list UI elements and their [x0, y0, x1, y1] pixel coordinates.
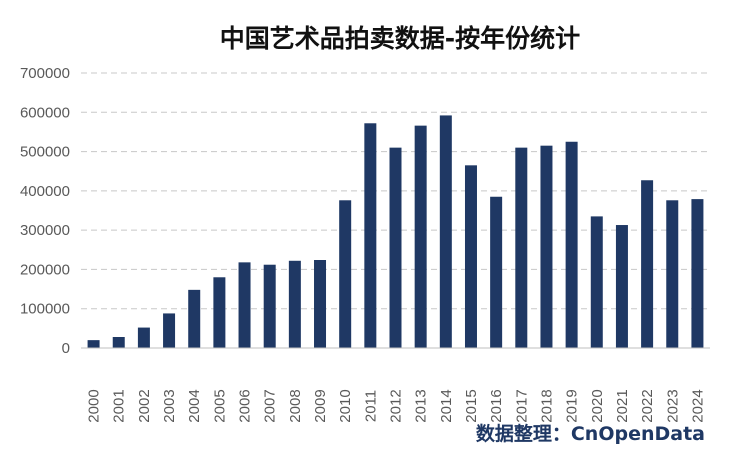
y-tick-label: 300000 [20, 222, 70, 239]
bar-2016 [490, 196, 503, 348]
x-tick-label: 2000 [86, 389, 103, 422]
bar-2024 [691, 199, 704, 348]
x-tick-label: 2013 [413, 389, 430, 422]
x-tick-label: 2020 [589, 389, 606, 422]
x-tick-label: 2011 [362, 390, 379, 422]
y-tick-label: 400000 [20, 183, 70, 200]
bar-2008 [288, 260, 301, 348]
x-axis-ticks: 2000 2001 2002 2003 2004 2005 2006 2007 2008 2009… [86, 389, 707, 422]
bar-2017 [515, 147, 528, 348]
x-tick-label: 2009 [312, 389, 329, 422]
bar-2007 [263, 264, 276, 348]
bar-2021 [615, 225, 628, 348]
bar-2013 [414, 125, 427, 349]
x-tick-label: 2004 [186, 389, 203, 422]
x-tick-label: 2021 [614, 389, 631, 422]
bar-2012 [389, 147, 402, 348]
x-tick-label: 2018 [538, 389, 555, 422]
bar-2000 [87, 340, 100, 348]
bar-2020 [590, 216, 603, 348]
y-tick-label: 500000 [20, 144, 70, 161]
bar-2018 [540, 145, 553, 348]
bar-2015 [464, 165, 477, 348]
x-tick-label: 2012 [388, 389, 405, 422]
x-tick-label: 2003 [161, 389, 178, 422]
bar-2009 [314, 260, 327, 348]
bar-2004 [188, 289, 201, 348]
bar-2002 [137, 327, 150, 348]
bar-2003 [163, 313, 176, 348]
bar-2022 [641, 180, 654, 348]
x-tick-label: 2002 [136, 389, 153, 422]
bar-2023 [666, 200, 679, 348]
y-tick-label: 0 [62, 340, 70, 357]
x-tick-label: 2008 [287, 389, 304, 422]
y-tick-label: 200000 [20, 261, 70, 278]
bar-2006 [238, 262, 251, 348]
x-tick-label: 2019 [564, 389, 581, 422]
source-note: 数据整理：CnOpenData [476, 422, 705, 445]
x-tick-label: 2023 [664, 389, 681, 422]
bar-2011 [364, 123, 377, 349]
x-tick-label: 2010 [337, 389, 354, 422]
x-tick-label: 2001 [111, 389, 128, 422]
y-tick-label: 600000 [20, 104, 70, 121]
bars [87, 115, 704, 349]
bar-2019 [565, 141, 578, 348]
x-tick-label: 2014 [438, 389, 455, 422]
x-tick-label: 2005 [211, 389, 228, 422]
chart-title: 中国艺术品拍卖数据-按年份统计 [220, 24, 580, 53]
x-tick-label: 2015 [463, 389, 480, 422]
y-tick-label: 700000 [20, 65, 70, 82]
x-tick-label: 2022 [639, 389, 656, 422]
x-tick-label: 2017 [513, 389, 530, 422]
x-tick-label: 2007 [262, 389, 279, 422]
y-axis-ticks: 0 100000 200000 300000 400000 500000 600000 700… [20, 65, 70, 357]
x-tick-label: 2016 [488, 389, 505, 422]
x-tick-label: 2006 [237, 389, 254, 422]
bar-2001 [112, 337, 125, 348]
y-tick-label: 100000 [20, 301, 70, 318]
x-tick-label: 2024 [689, 389, 706, 422]
bar-2014 [439, 115, 452, 348]
bar-2005 [213, 277, 226, 348]
bar-2010 [339, 200, 352, 348]
